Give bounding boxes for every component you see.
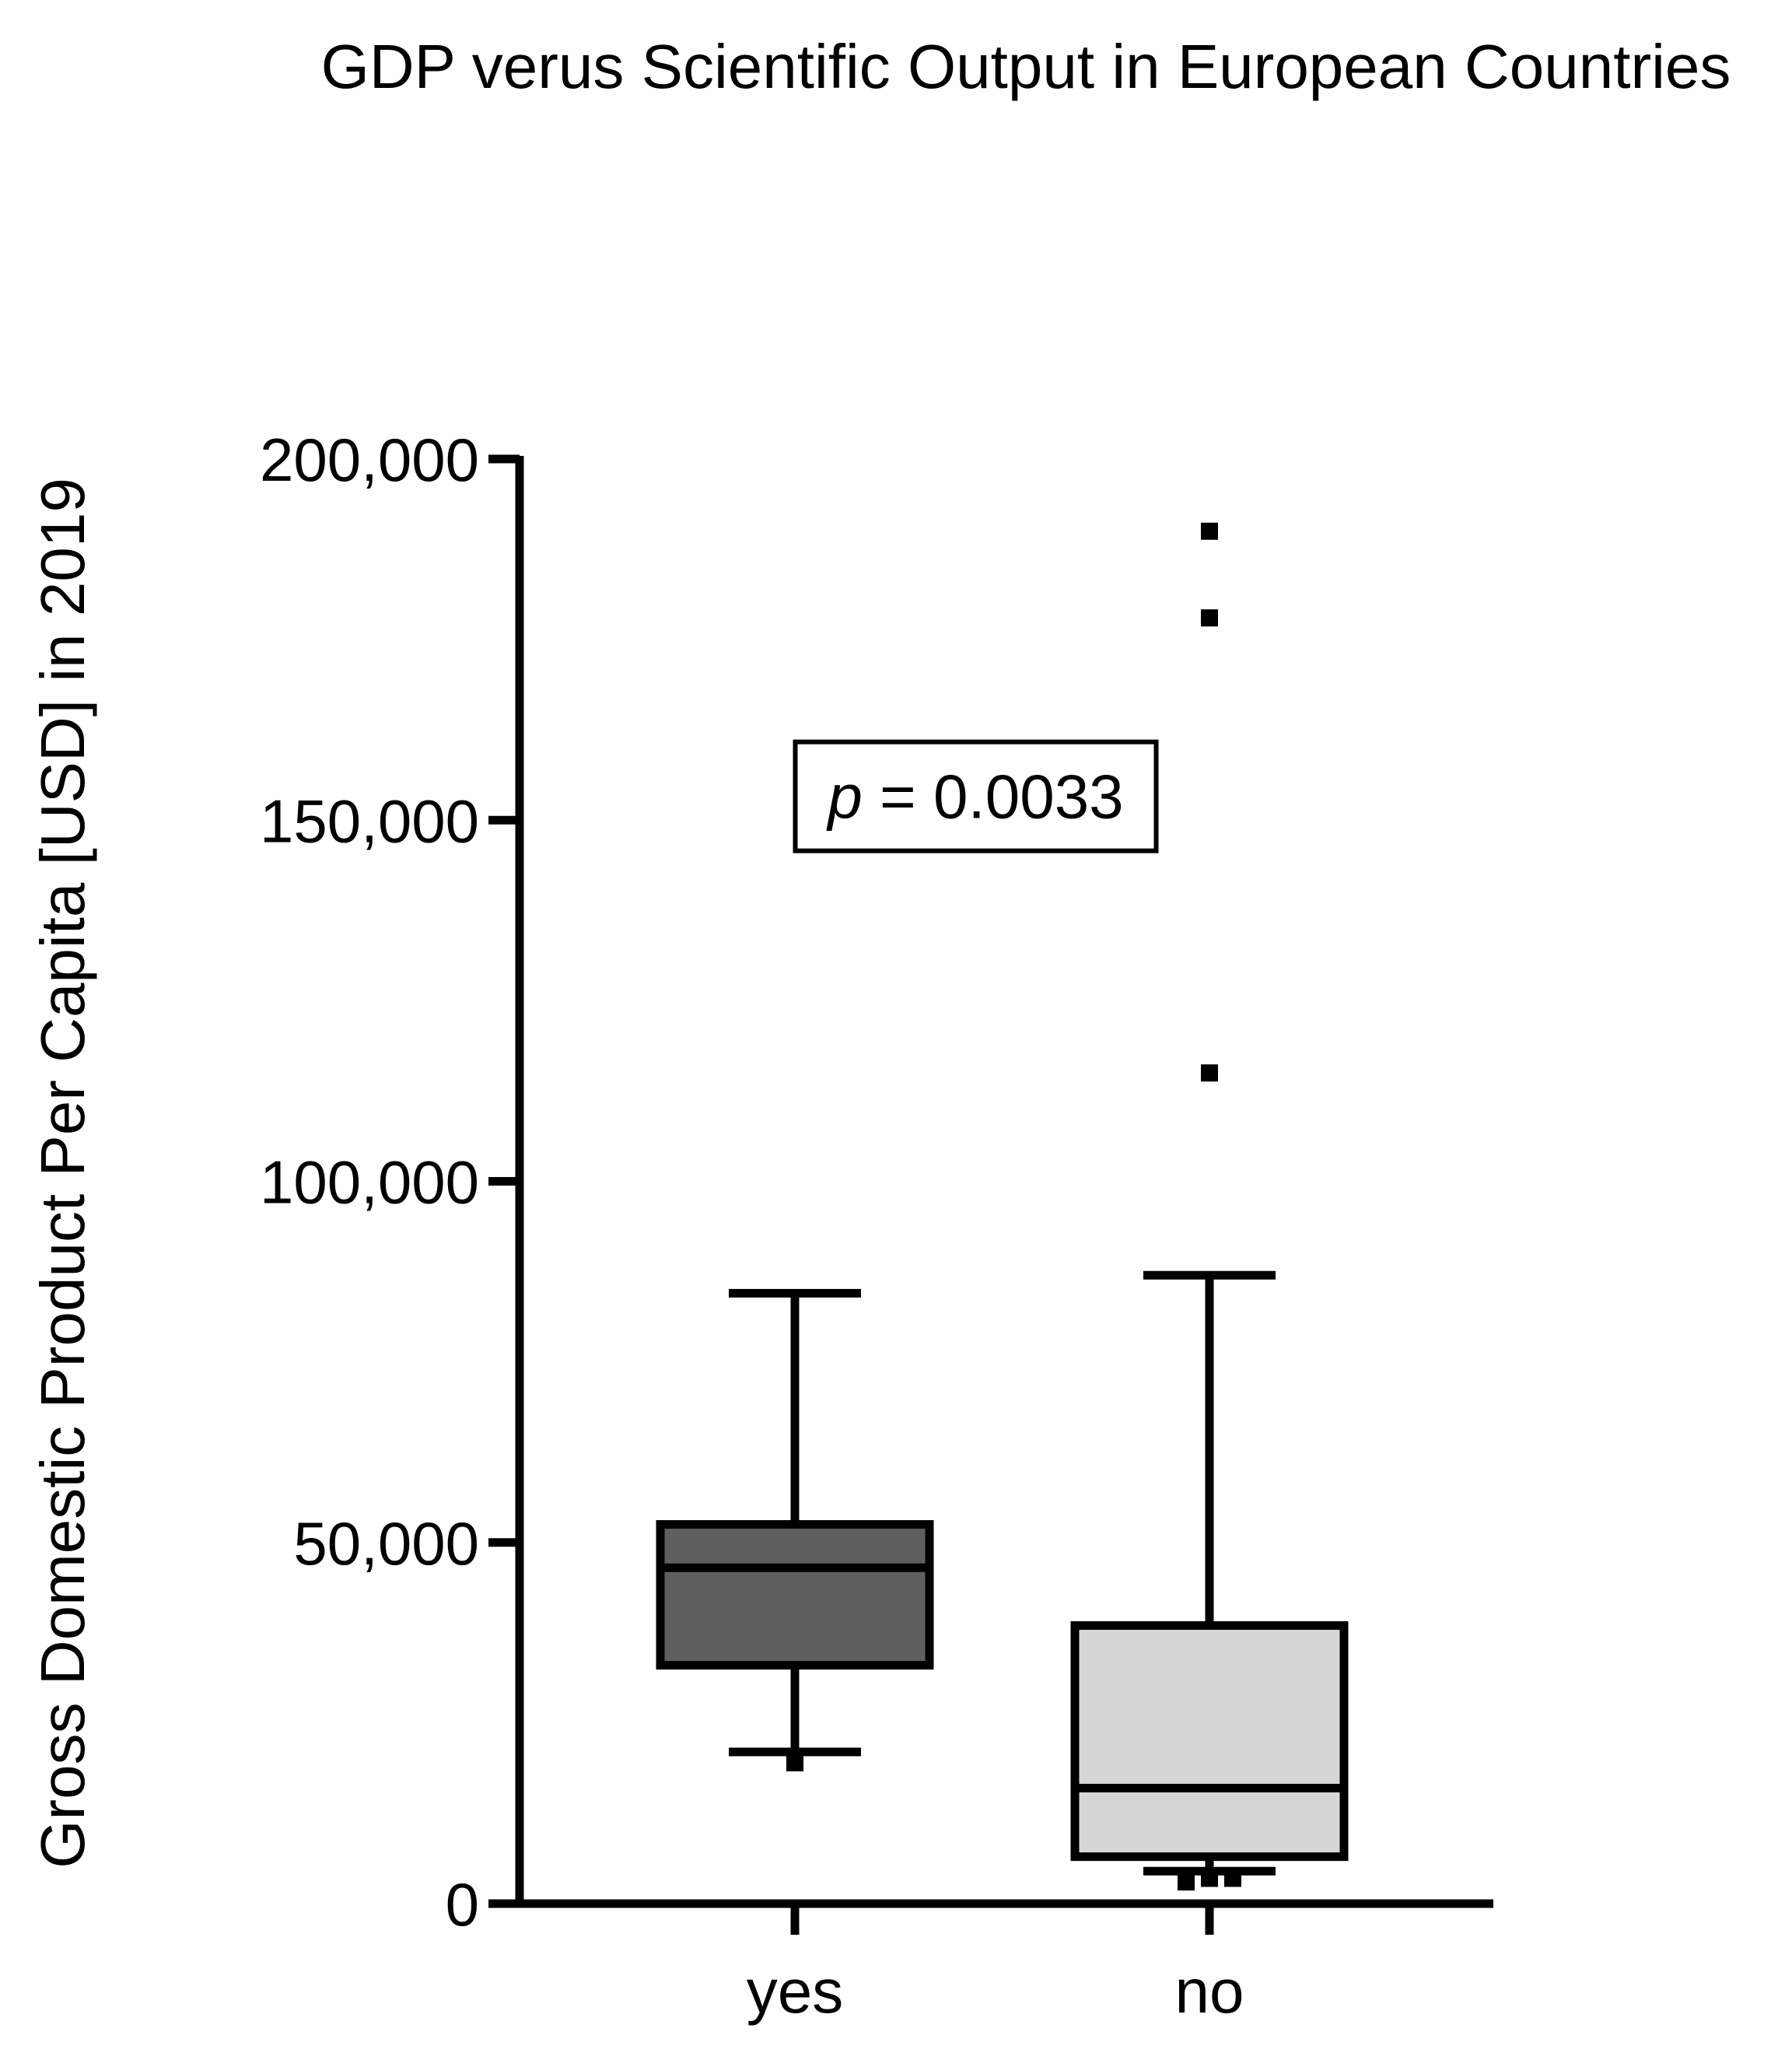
y-tick-label: 150,000 <box>260 787 479 855</box>
outlier-point <box>1201 522 1218 540</box>
outlier-point <box>1224 1869 1241 1887</box>
outlier-point <box>1178 1873 1195 1891</box>
boxes <box>656 522 1349 1891</box>
outlier-point <box>786 1753 803 1771</box>
category-label-yes: yes <box>747 1957 844 2026</box>
chart-title: GDP verus Scientific Output in European … <box>321 32 1731 101</box>
annotation-p-value: = 0.0033 <box>863 762 1124 832</box>
box-no <box>1070 522 1349 1891</box>
box-iqr <box>656 1520 934 1670</box>
y-tick-label: 200,000 <box>260 426 479 494</box>
y-ticks: 0 50,000 100,000 150,000 200,000 <box>260 426 520 1939</box>
y-tick-label: 100,000 <box>260 1148 479 1217</box>
box-yes <box>656 1288 934 1771</box>
p-value-annotation: p = 0.0033 <box>793 739 1159 853</box>
category-labels: yes no <box>747 1904 1244 2026</box>
box-iqr <box>1070 1621 1349 1862</box>
annotation-box <box>793 739 1159 853</box>
outlier-point <box>1201 1064 1218 1082</box>
annotation-text: p = 0.0033 <box>826 762 1123 832</box>
category-label-no: no <box>1175 1957 1244 2026</box>
y-tick-label: 0 <box>446 1870 479 1939</box>
y-axis-label: Gross Domestic Product Per Capita [USD] … <box>28 478 97 1868</box>
y-tick-label: 50,000 <box>293 1509 479 1578</box>
outlier-point <box>1201 1869 1218 1887</box>
outlier-point <box>1201 609 1218 627</box>
annotation-p-symbol: p <box>826 762 863 832</box>
